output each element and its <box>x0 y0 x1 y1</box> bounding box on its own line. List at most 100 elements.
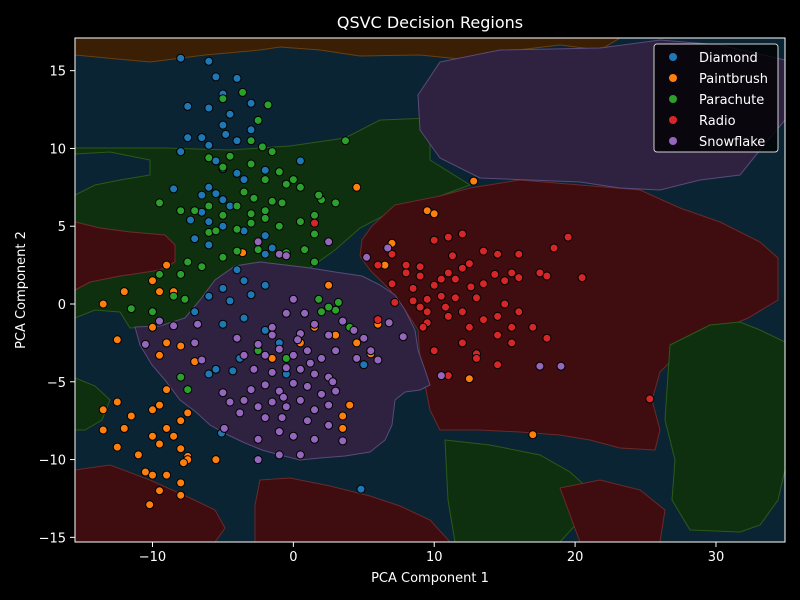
point-paintbrush-17 <box>183 408 193 418</box>
point-snowflake-34 <box>277 413 287 423</box>
y-tick-label-0: 0 <box>58 298 66 313</box>
point-diamond-10 <box>246 125 256 135</box>
point-radio-40 <box>479 279 488 289</box>
point-snowflake-60 <box>232 333 242 343</box>
point-snowflake-41 <box>338 436 348 446</box>
series-parachute <box>126 87 355 395</box>
point-parachute-29 <box>211 226 221 236</box>
point-snowflake-58 <box>373 355 383 365</box>
point-parachute-49 <box>155 269 164 279</box>
point-snowflake-63 <box>293 335 303 345</box>
point-snowflake-14 <box>281 363 291 373</box>
point-diamond-2 <box>211 72 221 82</box>
point-paintbrush-39 <box>140 467 150 477</box>
point-diamond-56 <box>356 484 366 494</box>
point-paintbrush-10 <box>176 341 186 351</box>
point-parachute-31 <box>246 218 256 228</box>
y-tick-label-15: 15 <box>49 65 66 80</box>
point-diamond-1 <box>204 56 214 66</box>
point-diamond-52 <box>204 369 214 379</box>
point-radio-38 <box>493 249 503 259</box>
point-radio-7 <box>457 263 467 273</box>
point-snowflake-12 <box>249 364 259 374</box>
point-radio-61 <box>390 297 400 307</box>
point-snowflake-59 <box>352 353 362 363</box>
point-radio-37 <box>514 249 524 259</box>
point-diamond-22 <box>295 156 305 166</box>
point-diamond-8 <box>204 103 214 113</box>
point-diamond-47 <box>218 319 228 329</box>
point-snowflake-36 <box>324 420 334 430</box>
point-snowflake-31 <box>324 400 334 410</box>
point-parachute-24 <box>204 201 214 211</box>
point-snowflake-2 <box>281 251 291 261</box>
point-snowflake-23 <box>317 389 326 399</box>
legend-label-parachute: Parachute <box>699 93 764 108</box>
point-paintbrush-19 <box>169 431 179 441</box>
point-snowflake-70 <box>197 355 207 365</box>
point-paintbrush-3 <box>162 260 172 270</box>
point-paintbrush-44 <box>429 209 439 219</box>
point-radio-29 <box>500 276 510 286</box>
point-paintbrush-20 <box>148 431 157 441</box>
point-snowflake-30 <box>310 405 319 415</box>
point-parachute-34 <box>295 217 305 227</box>
point-diamond-0 <box>176 53 186 63</box>
region-parachute-lower-left <box>75 377 111 431</box>
point-snowflake-13 <box>267 367 277 377</box>
point-snowflake-43 <box>274 450 284 460</box>
point-radio-20 <box>479 315 488 325</box>
point-paintbrush-2 <box>148 276 157 286</box>
point-diamond-39 <box>232 265 242 275</box>
point-radio-62 <box>645 394 655 404</box>
point-paintbrush-22 <box>98 405 108 415</box>
point-parachute-64 <box>314 294 324 304</box>
point-diamond-15 <box>204 140 214 150</box>
point-snowflake-25 <box>239 395 249 405</box>
point-radio-16 <box>436 291 446 301</box>
point-radio-53 <box>401 268 411 278</box>
point-parachute-50 <box>169 291 179 301</box>
point-diamond-42 <box>204 291 214 301</box>
point-snowflake-20 <box>274 386 284 396</box>
legend-box <box>653 43 779 153</box>
point-radio-56 <box>441 302 450 312</box>
point-radio-26 <box>507 338 517 348</box>
point-radio-43 <box>429 280 439 290</box>
point-parachute-43 <box>253 245 263 255</box>
point-paintbrush-30 <box>155 486 164 496</box>
point-radio-4 <box>429 235 439 245</box>
point-radio-55 <box>415 302 425 312</box>
point-parachute-12 <box>274 167 284 177</box>
point-parachute-3 <box>263 100 273 110</box>
point-paintbrush-4 <box>155 287 164 297</box>
point-paintbrush-24 <box>119 423 129 433</box>
legend-label-radio: Radio <box>699 114 736 129</box>
point-parachute-26 <box>176 206 186 216</box>
point-diamond-14 <box>232 136 242 146</box>
point-radio-13 <box>408 296 418 306</box>
point-snowflake-79 <box>328 377 338 387</box>
point-radio-10 <box>436 274 446 284</box>
point-radio-60 <box>373 315 383 325</box>
point-radio-0 <box>387 249 397 259</box>
region-radio-left <box>75 221 176 291</box>
point-parachute-5 <box>257 142 267 152</box>
y-tick-label--5: −5 <box>47 376 66 391</box>
point-snowflake-26 <box>253 402 263 412</box>
point-radio-48 <box>429 346 439 356</box>
point-parachute-38 <box>341 136 350 146</box>
point-parachute-46 <box>197 262 207 272</box>
point-snowflake-74 <box>436 371 446 381</box>
point-parachute-61 <box>176 372 186 382</box>
point-radio-58 <box>490 269 500 279</box>
point-parachute-16 <box>239 187 249 197</box>
point-snowflake-46 <box>310 319 319 329</box>
point-paintbrush-49 <box>352 338 362 348</box>
point-paintbrush-37 <box>211 455 221 465</box>
point-snowflake-62 <box>267 330 277 340</box>
point-snowflake-15 <box>295 364 305 374</box>
point-paintbrush-53 <box>338 423 348 433</box>
point-parachute-30 <box>232 224 242 234</box>
point-parachute-2 <box>253 115 263 125</box>
